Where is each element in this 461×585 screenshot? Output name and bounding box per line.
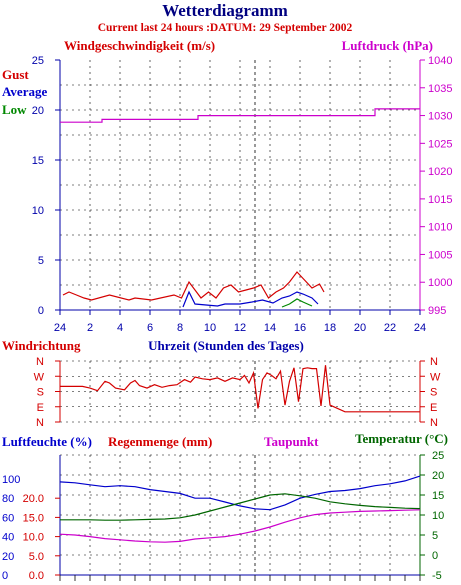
- series-line-low: [281, 298, 313, 308]
- direction-tick-label: N: [430, 356, 438, 368]
- chart-layer: 0510152025995100010051010101510201025103…: [2, 55, 452, 582]
- temperature-tick-label: 10: [432, 510, 444, 522]
- pressure-tick-label: 1020: [428, 166, 452, 178]
- temperature-tick-label: -5: [432, 570, 442, 582]
- x-tick-label: 24: [414, 322, 426, 334]
- temperature-tick-label: 0: [432, 550, 438, 562]
- x-tick-label: 22: [384, 322, 396, 334]
- legend-low: Low: [2, 102, 27, 117]
- pressure-tick-label: 1025: [428, 138, 452, 150]
- pressure-tick-label: 1000: [428, 277, 452, 289]
- x-tick-label: 14: [264, 322, 276, 334]
- pressure-tick-label: 1015: [428, 194, 452, 206]
- temperature-tick-label: 25: [432, 450, 444, 462]
- direction-tick-label: E: [37, 402, 44, 414]
- wind-direction-label: Windrichtung: [2, 338, 81, 353]
- rain-tick-label: 0.0: [29, 570, 44, 582]
- pressure-tick-label: 1030: [428, 111, 452, 123]
- y-tick-label: 5: [38, 255, 44, 267]
- series-line-luftdruck: [60, 108, 420, 123]
- series-line-luftfeuchte: [59, 475, 421, 511]
- temperature-tick-label: 20: [432, 470, 444, 482]
- direction-tick-label: S: [430, 387, 437, 399]
- time-axis-label: Uhrzeit (Stunden des Tages): [148, 338, 304, 353]
- humidity-axis-label: Luftfeuchte (%): [2, 434, 92, 449]
- humidity-tick-label: 100: [2, 474, 20, 486]
- pressure-tick-label: 995: [428, 305, 446, 317]
- x-tick-label: 24: [54, 322, 66, 334]
- humidity-tick-label: 80: [2, 493, 14, 505]
- x-tick-label: 20: [354, 322, 366, 334]
- rain-axis-label: Regenmenge (mm): [108, 434, 212, 449]
- rain-tick-label: 5.0: [29, 551, 44, 563]
- x-tick-label: 8: [177, 322, 183, 334]
- temperature-tick-label: 15: [432, 490, 444, 502]
- x-tick-label: 6: [147, 322, 153, 334]
- pressure-tick-label: 1010: [428, 222, 452, 234]
- x-tick-label: 16: [294, 322, 306, 334]
- y-tick-label: 10: [32, 205, 44, 217]
- x-tick-label: 12: [234, 322, 246, 334]
- pressure-tick-label: 1040: [428, 55, 452, 67]
- humidity-tick-label: 20: [2, 551, 14, 563]
- rain-tick-label: 10.0: [23, 532, 44, 544]
- x-tick-label: 2: [87, 322, 93, 334]
- series-line-average: [182, 290, 319, 308]
- pressure-tick-label: 1005: [428, 249, 452, 261]
- humidity-tick-label: 60: [2, 512, 14, 524]
- y-tick-label: 0: [38, 305, 44, 317]
- direction-tick-label: N: [36, 417, 44, 429]
- x-tick-label: 4: [117, 322, 123, 334]
- rain-tick-label: 15.0: [23, 512, 44, 524]
- humidity-tick-label: 0: [2, 570, 8, 582]
- direction-tick-label: S: [37, 387, 44, 399]
- y-tick-label: 20: [32, 105, 44, 117]
- pressure-axis-label: Luftdruck (hPa): [342, 38, 433, 53]
- temperature-axis-label: Temperatur (°C): [355, 431, 448, 446]
- direction-tick-label: E: [430, 402, 437, 414]
- series-line-gust: [62, 271, 325, 301]
- rain-tick-label: 20.0: [23, 493, 44, 505]
- x-tick-label: 18: [324, 322, 336, 334]
- page-subtitle: Current last 24 hours :DATUM: 29 Septemb…: [98, 22, 353, 34]
- series-line-taupunkt: [59, 509, 421, 543]
- direction-tick-label: N: [430, 417, 438, 429]
- direction-tick-label: N: [36, 356, 44, 368]
- y-tick-label: 15: [32, 155, 44, 167]
- direction-tick-label: W: [34, 371, 45, 383]
- x-tick-label: 10: [204, 322, 216, 334]
- dewpoint-axis-label: Taupunkt: [264, 434, 319, 449]
- direction-tick-label: W: [430, 371, 441, 383]
- temperature-tick-label: 5: [432, 530, 438, 542]
- legend-average: Average: [2, 84, 47, 99]
- y-tick-label: 25: [32, 55, 44, 67]
- series-line-windrichtung: [60, 365, 420, 413]
- humidity-tick-label: 40: [2, 532, 14, 544]
- wind-speed-axis-label: Windgeschwindigkeit (m/s): [64, 38, 215, 53]
- series-line-temperatur: [60, 493, 421, 521]
- legend-gust: Gust: [2, 67, 29, 82]
- page-title: Wetterdiagramm: [162, 1, 288, 20]
- pressure-tick-label: 1035: [428, 83, 452, 95]
